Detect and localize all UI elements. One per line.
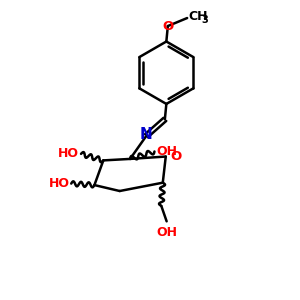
Text: 3: 3 [201, 14, 208, 25]
Text: O: O [170, 150, 181, 163]
Text: O: O [162, 20, 173, 33]
Text: N: N [140, 127, 153, 142]
Text: OH: OH [156, 145, 177, 158]
Text: OH: OH [156, 226, 177, 239]
Text: HO: HO [49, 177, 70, 190]
Text: CH: CH [189, 10, 208, 23]
Text: HO: HO [58, 147, 79, 161]
